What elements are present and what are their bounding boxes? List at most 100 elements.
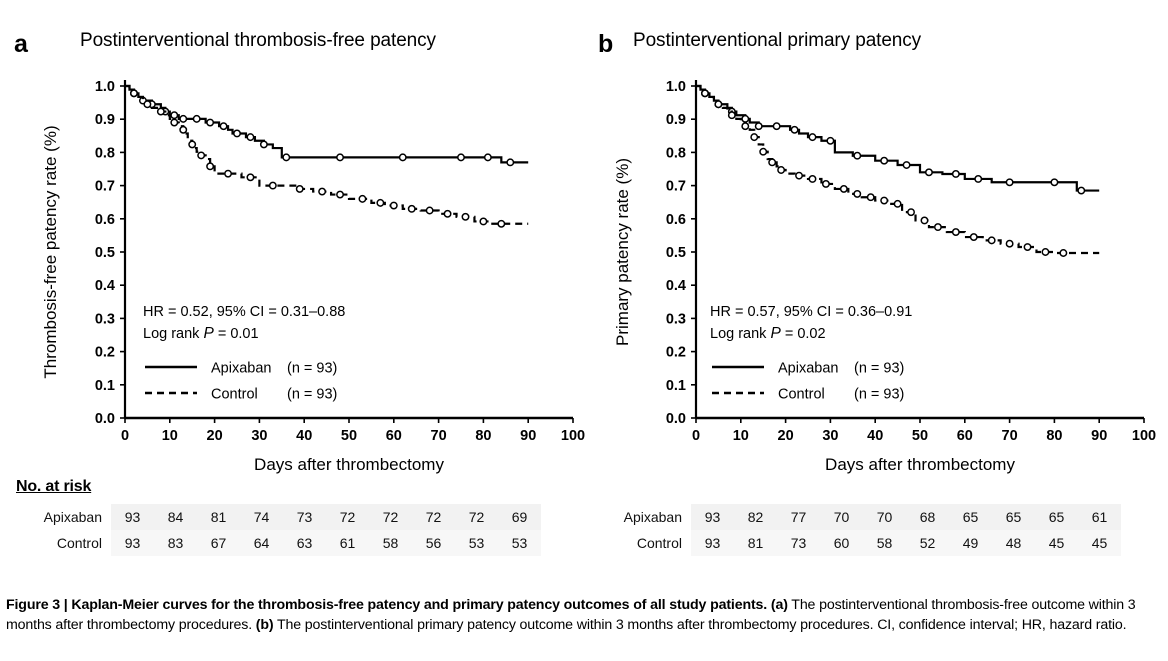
censor-mark bbox=[853, 189, 862, 198]
censor-mark bbox=[951, 228, 960, 237]
censor-mark bbox=[206, 118, 215, 127]
y-tick-label: 0.5 bbox=[666, 245, 686, 261]
censor-mark bbox=[170, 118, 179, 127]
censor-mark bbox=[318, 187, 327, 196]
risk-cell: 64 bbox=[240, 530, 283, 556]
x-tick-label: 40 bbox=[867, 428, 883, 444]
curve-control bbox=[696, 84, 1100, 255]
risk-cell: 74 bbox=[240, 504, 283, 530]
censor-mark bbox=[974, 175, 983, 183]
risk-row-apixaban: Apixaban 93 84 81 74 73 72 72 72 72 69 bbox=[16, 504, 541, 530]
censor-mark bbox=[156, 107, 165, 116]
y-tick-label: 0.0 bbox=[95, 411, 115, 427]
censor-mark bbox=[759, 147, 768, 156]
risk-cell: 61 bbox=[1078, 504, 1121, 530]
panel-a-plot: 0.0 0.1 0.2 0.3 0.4 0.5 0.6 0.7 0.8 0.9 1.0 0 10 20 30… bbox=[41, 79, 585, 474]
x-tick-label: 40 bbox=[296, 428, 312, 444]
stats-hr-line: HR = 0.52, 95% CI = 0.31–0.88 bbox=[143, 304, 345, 320]
legend-n-apixaban: (n = 93) bbox=[854, 361, 904, 377]
censor-mark bbox=[457, 153, 465, 162]
censor-mark bbox=[1005, 239, 1014, 248]
legend-n-control: (n = 93) bbox=[854, 387, 904, 403]
risk-cell: 93 bbox=[691, 530, 734, 556]
risk-row-label: Apixaban bbox=[596, 504, 691, 530]
y-axis-title: Primary patency rate (%) bbox=[613, 158, 632, 346]
figure-caption: Figure 3 | Kaplan-Meier curves for the t… bbox=[6, 595, 1162, 635]
censor-mark bbox=[268, 181, 277, 190]
x-tick-label: 50 bbox=[341, 428, 357, 444]
censor-mark bbox=[933, 223, 942, 232]
logrank-prefix: Log rank bbox=[710, 326, 770, 342]
logrank-value: = 0.02 bbox=[781, 326, 826, 342]
censor-mark bbox=[987, 236, 996, 245]
censor-mark bbox=[880, 196, 889, 205]
risk-heading: No. at risk bbox=[16, 478, 92, 495]
risk-cell: 69 bbox=[498, 504, 541, 530]
y-tick-label: 0.6 bbox=[95, 212, 115, 228]
x-tick-label: 60 bbox=[957, 428, 973, 444]
risk-cell: 45 bbox=[1035, 530, 1078, 556]
risk-cell: 83 bbox=[154, 530, 197, 556]
censor-mark bbox=[461, 212, 470, 221]
risk-cell: 65 bbox=[992, 504, 1035, 530]
risk-cell: 68 bbox=[906, 504, 949, 530]
censor-mark bbox=[1005, 178, 1014, 187]
censor-mark bbox=[206, 162, 215, 171]
risk-cell: 53 bbox=[498, 530, 541, 556]
risk-row-apixaban: Apixaban 93 82 77 70 70 68 65 65 65 61 bbox=[596, 504, 1121, 530]
censor-mark bbox=[741, 114, 750, 123]
x-tick-label: 10 bbox=[733, 428, 749, 444]
y-tick-label: 0.4 bbox=[95, 278, 115, 294]
risk-cell: 48 bbox=[992, 530, 1035, 556]
risk-cell: 56 bbox=[412, 530, 455, 556]
censor-mark bbox=[188, 140, 197, 149]
censor-mark bbox=[750, 133, 759, 142]
caption-b-marker: (b) bbox=[255, 617, 274, 634]
censor-mark bbox=[741, 122, 750, 131]
censor-mark bbox=[425, 206, 434, 215]
censor-mark bbox=[224, 169, 232, 178]
panel-b-letter: b bbox=[598, 30, 614, 58]
risk-cell: 58 bbox=[369, 530, 412, 556]
legend-label-apixaban: Apixaban bbox=[211, 361, 271, 377]
censor-mark bbox=[407, 204, 416, 213]
risk-cell: 65 bbox=[1035, 504, 1078, 530]
panel-b-title: Postinterventional primary patency bbox=[633, 30, 922, 51]
censor-mark bbox=[143, 100, 152, 109]
censor-mark bbox=[826, 136, 835, 145]
x-tick-label: 0 bbox=[692, 428, 700, 444]
caption-a-marker: (a) bbox=[770, 597, 788, 613]
risk-cell: 70 bbox=[863, 504, 906, 530]
risk-row-label: Control bbox=[16, 530, 111, 556]
censor-mark bbox=[772, 122, 781, 131]
risk-cell: 65 bbox=[949, 504, 992, 530]
censor-mark bbox=[246, 173, 255, 182]
censor-mark bbox=[839, 184, 848, 193]
risk-cell: 93 bbox=[691, 504, 734, 530]
censor-mark bbox=[853, 151, 862, 160]
x-tick-label: 100 bbox=[561, 428, 585, 444]
censor-mark bbox=[358, 194, 367, 203]
caption-b-text: The postinterventional primary patency o… bbox=[273, 617, 1127, 634]
x-tick-label: 100 bbox=[1132, 428, 1156, 444]
censor-mark bbox=[808, 133, 817, 142]
y-tick-label: 0.5 bbox=[95, 245, 115, 261]
censor-mark bbox=[808, 175, 817, 183]
censor-mark bbox=[701, 89, 709, 98]
censor-mark bbox=[920, 216, 929, 225]
legend-label-apixaban: Apixaban bbox=[778, 361, 838, 377]
censor-mark bbox=[179, 125, 188, 134]
y-tick-label: 0.9 bbox=[666, 112, 686, 128]
censor-mark bbox=[233, 129, 241, 138]
y-axis-title: Thrombosis-free patency rate (%) bbox=[41, 125, 60, 378]
censor-mark bbox=[259, 140, 268, 149]
censor-mark bbox=[1059, 249, 1068, 257]
risk-cell: 93 bbox=[111, 530, 154, 556]
censor-mark bbox=[336, 153, 344, 162]
risk-cell: 61 bbox=[326, 530, 369, 556]
x-axis-title: Days after thrombectomy bbox=[825, 455, 1015, 474]
risk-row-control: Control 93 81 73 60 58 52 49 48 45 45 bbox=[596, 530, 1121, 556]
y-tick-label: 0.2 bbox=[95, 345, 115, 361]
y-tick-label: 0.7 bbox=[95, 179, 115, 195]
risk-cell: 70 bbox=[820, 504, 863, 530]
